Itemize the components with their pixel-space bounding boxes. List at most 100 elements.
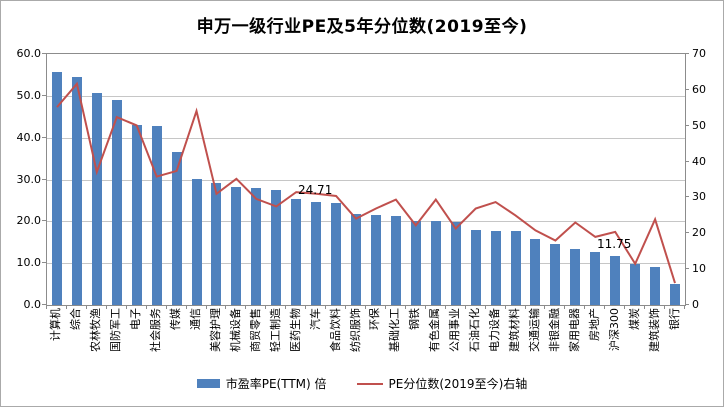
bar-商贸零售 [251,187,262,305]
legend-item-percentile-line: PE分位数(2019至今)右轴 [356,375,528,392]
gridline [47,221,685,223]
bar-综合 [71,77,82,305]
right-axis-tick [685,304,689,305]
right-axis-tick-label: 30 [692,190,706,204]
left-axis-tick-label: 0.0 [23,298,42,311]
bar-社会服务 [151,126,162,305]
bar-通信 [191,178,202,305]
x-axis-label-有色金属: 有色金属 [428,308,442,352]
x-axis-tick [65,305,67,309]
left-axis-tick [42,304,46,305]
x-axis-label-银行: 银行 [667,308,681,330]
bar-钢铁 [410,220,421,305]
legend-item-pe-bars: 市盈率PE(TTM) 倍 [196,375,327,392]
data-label-沪深300: 11.75 [597,236,632,251]
x-axis-tick [285,305,287,309]
x-axis-tick [544,305,546,309]
percentile-line [56,81,676,284]
x-axis-label-商贸零售: 商贸零售 [248,308,262,352]
gridline [47,137,685,139]
bar-沪深300 [610,255,621,305]
bar-房地产 [590,252,601,305]
x-axis-tick [345,305,347,309]
right-axis-tick-label: 60 [692,82,706,96]
bar-医药生物 [291,199,302,305]
bar-公用事业 [450,222,461,305]
x-axis-tick [604,305,606,309]
bar-有色金属 [430,221,441,305]
legend: 市盈率PE(TTM) 倍 PE分位数(2019至今)右轴 [1,375,723,392]
x-axis-label-电力设备: 电力设备 [488,308,502,352]
x-axis-label-环保: 环保 [368,308,382,330]
right-axis-tick-label: 70 [692,47,706,60]
x-axis-label-农林牧渔: 农林牧渔 [89,308,103,352]
left-axis-tick-label: 40.0 [16,130,42,144]
x-axis-label-传媒: 传媒 [169,308,183,330]
x-axis-tick [46,305,47,309]
x-axis-tick [384,305,386,309]
bar-食品饮料 [331,203,342,305]
x-axis-tick [245,305,247,309]
x-axis-label-钢铁: 钢铁 [408,308,422,330]
x-axis-label-纺织服饰: 纺织服饰 [348,308,362,352]
bar-轻工制造 [271,190,282,305]
x-axis-tick [85,305,87,309]
left-axis-tick [42,53,46,54]
right-axis-tick [685,53,689,54]
bar-非银金融 [550,243,561,305]
right-axis-tick [685,196,689,198]
left-axis-tick [42,220,46,222]
x-axis-tick [205,305,207,309]
bar-基础化工 [390,216,401,305]
left-axis-tick-label: 50.0 [16,88,42,102]
x-axis-label-医药生物: 医药生物 [288,308,302,352]
x-axis-label-基础化工: 基础化工 [388,308,402,352]
gridline [47,95,685,97]
left-axis-tick-label: 60.0 [16,47,42,60]
right-axis-tick-label: 40 [692,154,706,168]
bar-汽车 [311,201,322,305]
x-axis-tick [325,305,327,309]
right-axis-tick [685,124,689,126]
x-axis-label-石油石化: 石油石化 [468,308,482,352]
bar-建筑材料 [510,231,521,305]
x-axis-tick [584,305,586,309]
bar-石油石化 [470,230,481,305]
x-axis-label-电子: 电子 [129,308,143,330]
x-axis-label-煤炭: 煤炭 [627,308,641,330]
bar-电子 [131,125,142,305]
x-axis-tick [504,305,506,309]
x-axis-tick [305,305,307,309]
x-axis-label-国防军工: 国防军工 [109,308,123,352]
legend-label-pe-bars: 市盈率PE(TTM) 倍 [225,377,327,391]
right-axis-tick-label: 10 [692,262,706,276]
x-axis-tick [404,305,406,309]
bar-家用电器 [570,248,581,305]
gridline [47,263,685,265]
legend-label-percentile-line: PE分位数(2019至今)右轴 [388,377,528,391]
right-axis-tick-label: 20 [692,226,706,240]
x-axis-label-社会服务: 社会服务 [149,308,163,352]
left-axis-tick-label: 20.0 [16,214,42,228]
x-axis-label-交通运输: 交通运输 [527,308,541,352]
bar-传媒 [171,152,182,305]
x-axis-label-汽车: 汽车 [308,308,322,330]
x-axis-label-家用电器: 家用电器 [567,308,581,352]
gridline [47,179,685,181]
x-axis-tick [225,305,227,309]
left-axis-tick [42,136,46,138]
bar-计算机 [51,72,62,305]
x-axis-tick [185,305,187,309]
x-axis-tick [125,305,127,309]
x-axis-tick [664,305,666,309]
bar-煤炭 [630,264,641,305]
x-axis-tick [564,305,566,309]
x-axis-label-美容护理: 美容护理 [208,308,222,352]
bar-纺织服饰 [351,213,362,305]
x-axis-tick [644,305,646,309]
bar-series-swatch-icon [196,379,220,388]
right-axis-tick [685,232,689,234]
bar-建筑装饰 [650,266,661,305]
left-axis-tick [42,262,46,264]
